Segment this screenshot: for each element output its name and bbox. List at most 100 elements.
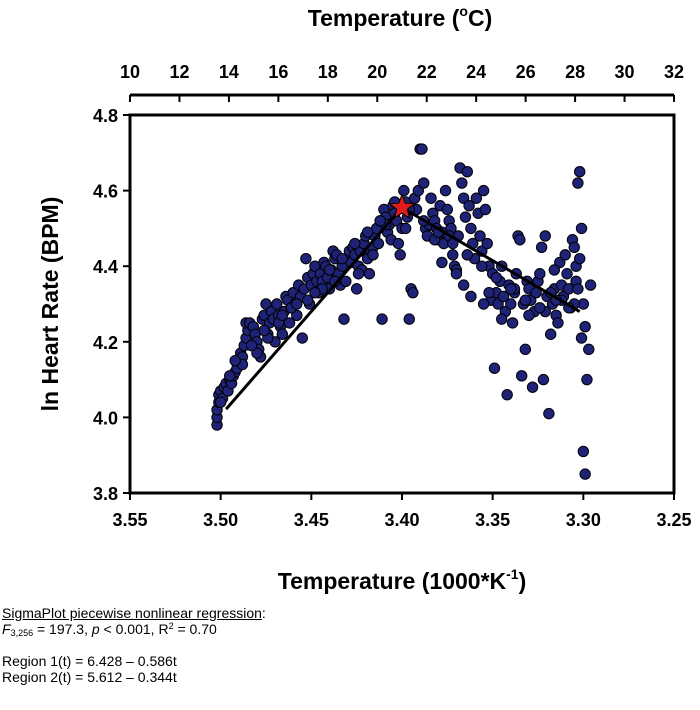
data-point [376, 313, 388, 325]
data-point [465, 222, 477, 235]
data-point [506, 317, 519, 329]
data-point [534, 268, 546, 280]
data-point [544, 328, 557, 340]
data-point [515, 370, 528, 382]
y-tick-label: 4.0 [93, 408, 118, 428]
data-point [258, 324, 270, 337]
top-tick-label: 10 [120, 62, 140, 82]
data-point [309, 286, 321, 299]
top-tick-label: 28 [565, 62, 585, 82]
data-point [412, 184, 425, 197]
y-tick-label: 4.6 [93, 182, 118, 202]
scatter-chart: Temperature (oC) 10 12 14 16 18 20 22 24 26 28 30 3… [37, 3, 692, 594]
stat-r2-value: = 0.70 [173, 621, 217, 637]
data-point [367, 249, 379, 261]
data-point [398, 184, 410, 197]
top-tick-label: 12 [169, 62, 189, 82]
data-point [214, 396, 227, 408]
data-point [477, 298, 490, 310]
top-tick-label: 24 [466, 62, 486, 82]
data-point [519, 294, 532, 306]
data-point [291, 309, 303, 322]
data-point [229, 355, 241, 367]
stat-p: p [91, 621, 100, 637]
data-point [572, 283, 584, 295]
data-point [363, 268, 376, 280]
data-point [477, 184, 490, 197]
data-point [575, 222, 588, 235]
y-tick-label: 4.8 [93, 106, 118, 126]
top-tick-label: 14 [219, 62, 239, 82]
data-point [350, 283, 363, 295]
y-tick-label: 4.2 [93, 333, 118, 353]
top-axis-title: Temperature (oC) [308, 3, 493, 31]
data-point [568, 241, 580, 254]
data-point [474, 230, 486, 242]
y-axis-title: ln Heart Rate (BPM) [37, 197, 63, 412]
data-point [548, 264, 561, 276]
data-point [470, 192, 483, 204]
stat-p-value: < 0.001, R [99, 621, 169, 637]
top-tick-label: 20 [367, 62, 387, 82]
x-axis-title: Temperature (1000*K-1) [278, 566, 527, 594]
data-point [439, 184, 452, 197]
data-point [352, 268, 365, 280]
plot-frame [128, 113, 676, 495]
data-point [523, 309, 535, 322]
x-tick-label: 3.45 [294, 510, 329, 530]
top-tick-label: 30 [615, 62, 635, 82]
data-point [461, 249, 473, 261]
data-point [450, 268, 463, 280]
data-point [394, 249, 406, 261]
data-point [349, 237, 361, 250]
data-point [465, 290, 477, 303]
data-point [559, 249, 571, 261]
data-point [416, 143, 428, 155]
data-point [456, 177, 468, 189]
data-point [418, 177, 430, 189]
top-tick-label: 32 [664, 62, 684, 82]
y-tick-label: 3.8 [93, 484, 118, 504]
x-tick-label: 3.35 [475, 510, 510, 530]
data-point [459, 211, 472, 223]
data-point [425, 192, 437, 204]
data-point [407, 286, 419, 299]
data-point [276, 328, 289, 340]
x-tick-label: 3.25 [656, 510, 691, 530]
regression-notes: SigmaPlot piecewise nonlinear regression… [2, 605, 266, 685]
stat-f: F [2, 621, 11, 637]
data-point [539, 230, 551, 242]
data-point [552, 317, 564, 329]
data-point [251, 347, 263, 359]
data-point [583, 343, 595, 356]
top-tick-label: 16 [268, 62, 288, 82]
region-2-equation: Region 2(t) = 5.612 – 0.344t [2, 669, 177, 685]
stat-r2-sup: 2 [168, 621, 174, 631]
top-tick-label: 26 [516, 62, 536, 82]
data-point [537, 373, 550, 386]
notes-heading: SigmaPlot piecewise nonlinear regression [2, 605, 262, 621]
data-point [526, 381, 539, 393]
x-axis: 3.55 3.50 3.45 3.40 3.35 3.30 3.25 [112, 493, 692, 530]
data-point [490, 271, 502, 284]
data-point [581, 373, 593, 386]
data-point [481, 237, 493, 250]
data-point [574, 166, 586, 178]
x-tick-label: 3.40 [384, 510, 419, 530]
data-point [361, 226, 374, 238]
data-point [584, 279, 597, 291]
data-point [457, 192, 470, 204]
notes-heading-line: SigmaPlot piecewise nonlinear regression… [2, 605, 266, 621]
data-point [476, 260, 488, 272]
y-tick-label: 4.4 [93, 257, 118, 277]
data-point [447, 249, 459, 261]
data-point [479, 203, 492, 216]
data-point [514, 234, 526, 246]
data-point [579, 468, 591, 480]
x-tick-label: 3.55 [112, 510, 147, 530]
data-point [543, 407, 555, 420]
data-point [519, 343, 532, 356]
data-point [403, 313, 415, 325]
data-point [505, 298, 517, 310]
data-point [505, 283, 517, 295]
